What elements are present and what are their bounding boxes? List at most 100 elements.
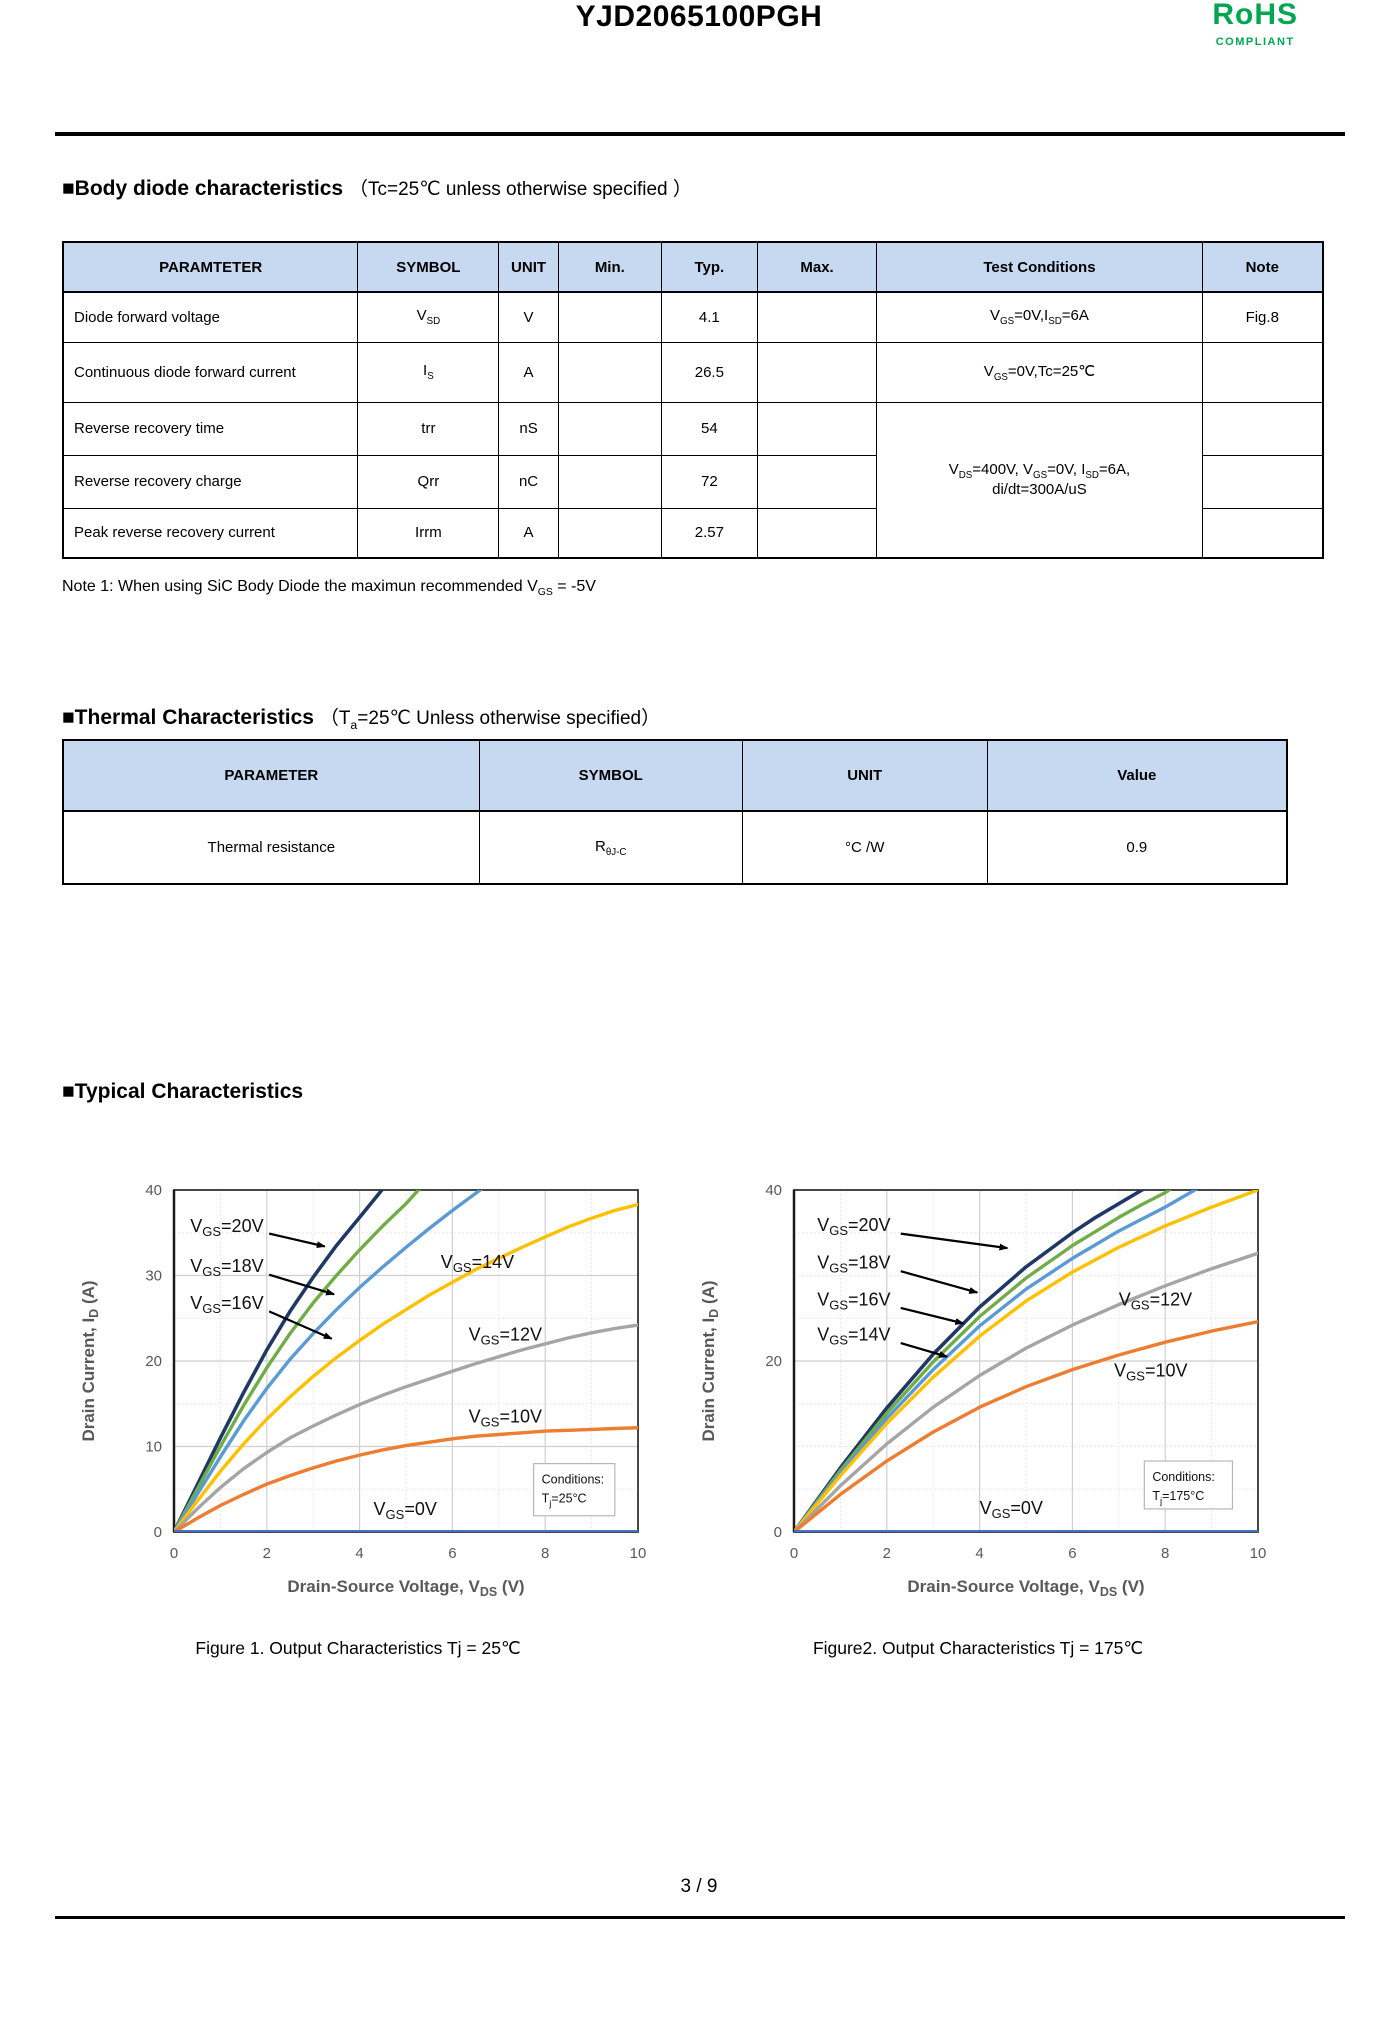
thermal-heading-main: ■Thermal Characteristics (62, 706, 314, 729)
rohs-logo-title: RoHS (1212, 0, 1298, 31)
x-tick-label: 8 (541, 1545, 549, 1562)
curve-label: VGS=20V (190, 1216, 263, 1239)
body-diode-heading-main: ■Body diode characteristics (62, 177, 344, 200)
label-arrow (268, 1310, 333, 1340)
table-row: Continuous diode forward current IS A 26… (62, 341, 1324, 403)
thermal-heading-note: （Ta=25℃ Unless otherwise specified） (319, 708, 661, 732)
y-tick-label: 30 (145, 1268, 162, 1285)
conditions-text: Conditions: (542, 1473, 605, 1487)
x-axis-title: Drain-Source Voltage, VDS (V) (907, 1577, 1144, 1599)
table-row: Thermal resistance RθJ-C °C /W 0.9 (62, 810, 1288, 885)
col-header-max: Max. (756, 241, 878, 293)
chart-curve (174, 1190, 484, 1532)
cell-symbol: VSD (357, 291, 500, 343)
cell-parameter: Peak reverse recovery current (62, 507, 359, 559)
chart-canvas: VGS=20V VGS=18V VGS=16V VGS=14V VGS=12V VGS=1… (79, 1182, 647, 1599)
col-header-value: Value (986, 739, 1288, 812)
cell-parameter: Thermal resistance (62, 810, 480, 885)
typical-heading-main: ■Typical Characteristics (62, 1080, 304, 1103)
chart-curve (174, 1190, 385, 1532)
cell-note (1201, 341, 1324, 403)
cell-unit: A (498, 341, 559, 403)
cell-typ: 2.57 (660, 507, 758, 559)
cell-value: 0.9 (986, 810, 1288, 885)
cell-max (756, 507, 878, 559)
conditions-text: Tj=175°C (1152, 1489, 1204, 1507)
cell-note: Fig.8 (1201, 291, 1324, 343)
curve-label: VGS=20V (817, 1215, 890, 1238)
rohs-logo-subtitle: COMPLIANT (1215, 36, 1295, 48)
x-tick-label: 2 (883, 1545, 891, 1562)
output-characteristics-chart-175c: VGS=20V VGS=18V VGS=16V VGS=14V VGS=12V VGS=1… (688, 1150, 1268, 1620)
cell-unit: nS (498, 401, 559, 456)
cell-parameter: Diode forward voltage (62, 291, 359, 343)
curve-label: VGS=18V (190, 1256, 263, 1279)
cell-typ: 4.1 (660, 291, 758, 343)
chart-curve (794, 1190, 1258, 1532)
cell-symbol: RθJ-C (478, 810, 743, 885)
col-header-parameter: PARAMETER (62, 739, 480, 812)
cell-unit: °C /W (741, 810, 988, 885)
x-tick-label: 6 (1068, 1545, 1076, 1562)
curve-label: VGS=14V (441, 1252, 514, 1275)
conditions-box (1143, 1460, 1234, 1510)
chart-curve (174, 1202, 638, 1532)
curve-label: VGS=0V (374, 1499, 437, 1522)
col-header-parameter: PARAMTETER (62, 241, 359, 293)
cell-min (557, 507, 662, 559)
cell-unit: nC (498, 454, 559, 509)
x-tick-label: 10 (630, 1545, 647, 1562)
chart-curve (174, 1323, 638, 1532)
chart-curve (794, 1319, 1258, 1532)
label-arrow (268, 1273, 336, 1296)
x-axis-title: Drain-Source Voltage, VDS (V) (287, 1577, 524, 1599)
x-tick-label: 0 (170, 1545, 178, 1562)
x-tick-label: 8 (1161, 1545, 1169, 1562)
cell-max (756, 401, 878, 456)
chart-curve (794, 1190, 1173, 1532)
cell-parameter: Reverse recovery charge (62, 454, 359, 509)
body-diode-heading-note: （Tc=25℃ unless otherwise specified ） (348, 179, 692, 200)
y-axis-title: Drain Current, ID (A) (79, 1280, 101, 1441)
x-tick-label: 4 (355, 1545, 363, 1562)
col-header-note: Note (1201, 241, 1324, 293)
cell-symbol: Qrr (357, 454, 500, 509)
figure-2-caption: Figure2. Output Characteristics Tj = 175… (812, 1638, 1144, 1658)
rohs-logo: RoHS COMPLIANT (1212, 0, 1298, 48)
thermal-section-heading: ■Thermal Characteristics （Ta=25℃ Unless … (62, 703, 660, 732)
col-header-unit: UNIT (498, 241, 559, 293)
cell-unit: V (498, 291, 559, 343)
page-title: YJD2065100PGH (575, 0, 823, 33)
label-arrow (900, 1306, 965, 1325)
cell-max (756, 291, 878, 343)
label-arrow (268, 1232, 326, 1249)
cell-test-conditions: VGS=0V,Tc=25℃ (876, 341, 1203, 403)
cell-symbol: Irrm (357, 507, 500, 559)
body-diode-section-heading: ■Body diode characteristics （Tc=25℃ unle… (62, 174, 692, 201)
cell-note (1201, 401, 1324, 456)
footer-rule (55, 1916, 1345, 1919)
body-diode-table: PARAMTETER SYMBOL UNIT Min. Typ. Max. Te… (62, 241, 1324, 559)
table-header-row: PARAMETER SYMBOL UNIT Value (62, 739, 1288, 812)
curve-label: VGS=16V (190, 1293, 263, 1316)
col-header-symbol: SYMBOL (357, 241, 500, 293)
figure-1-caption: Figure 1. Output Characteristics Tj = 25… (195, 1638, 521, 1658)
chart-curve (794, 1190, 1199, 1532)
table-header-row: PARAMTETER SYMBOL UNIT Min. Typ. Max. Te… (62, 241, 1324, 293)
curve-label: VGS=18V (817, 1253, 890, 1276)
y-tick-label: 40 (765, 1182, 782, 1199)
y-tick-label: 0 (154, 1524, 162, 1541)
x-tick-label: 6 (448, 1545, 456, 1562)
y-tick-label: 20 (145, 1353, 162, 1370)
y-tick-label: 40 (145, 1182, 162, 1199)
curve-label: VGS=10V (469, 1407, 542, 1430)
cell-parameter: Reverse recovery time (62, 401, 359, 456)
note-1: Note 1: When using SiC Body Diode the ma… (62, 578, 596, 599)
curve-label: VGS=14V (817, 1324, 890, 1347)
x-tick-label: 4 (975, 1545, 983, 1562)
conditions-box (533, 1463, 616, 1517)
x-tick-label: 2 (263, 1545, 271, 1562)
y-tick-label: 20 (765, 1353, 782, 1370)
cell-typ: 54 (660, 401, 758, 456)
y-axis-title: Drain Current, ID (A) (699, 1280, 721, 1441)
